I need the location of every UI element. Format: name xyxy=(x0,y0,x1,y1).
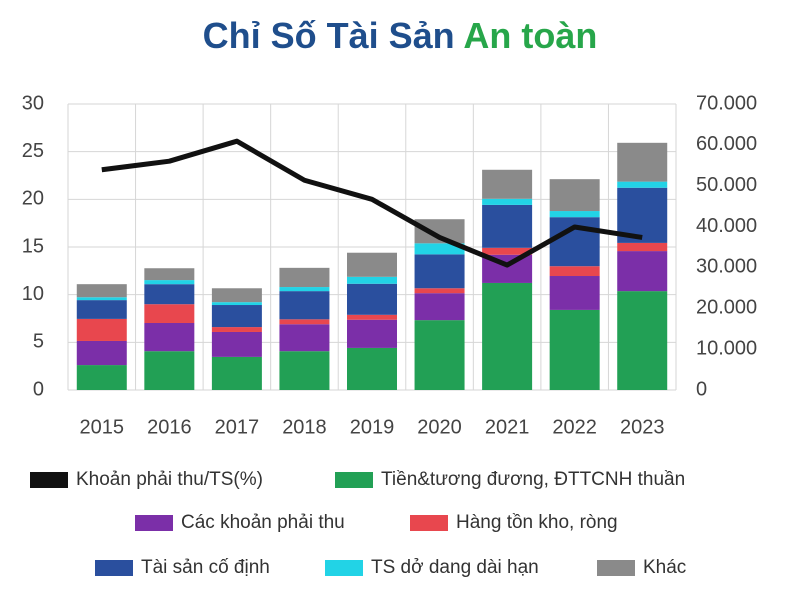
bar-segment xyxy=(279,287,330,292)
y-tick-label: 0 xyxy=(33,378,44,400)
bar-segment xyxy=(211,305,262,328)
x-tick-label: 2016 xyxy=(147,416,192,438)
legend-swatch xyxy=(135,515,173,531)
bar-segment xyxy=(482,247,533,255)
bar-segment xyxy=(211,327,262,332)
bar-segment xyxy=(347,276,397,284)
y2-tick-label: 60.000 xyxy=(696,133,757,155)
bar-segment xyxy=(76,318,127,341)
legend-swatch xyxy=(30,472,68,488)
bar-segment xyxy=(414,243,465,255)
y-tick-label: 15 xyxy=(22,235,44,257)
bar-segment xyxy=(144,280,195,285)
bar-segment xyxy=(347,252,397,277)
bar-segment xyxy=(549,309,600,390)
bar-segment xyxy=(347,283,397,315)
bar-segment xyxy=(549,276,600,310)
x-tick-label: 2022 xyxy=(552,416,597,438)
x-tick-label: 2018 xyxy=(282,416,327,438)
title-main: Chỉ Số Tài Sản xyxy=(203,15,455,56)
x-tick-label: 2019 xyxy=(350,416,395,438)
y-tick-label: 30 xyxy=(22,92,44,114)
bar-segment xyxy=(617,291,668,390)
bar-segment xyxy=(211,331,262,357)
bar-segment xyxy=(549,266,600,277)
bar-segment xyxy=(414,293,465,321)
bar-segment xyxy=(144,284,195,305)
x-tick-label: 2023 xyxy=(620,416,665,438)
y2-tick-label: 20.000 xyxy=(696,297,757,319)
bar-segment xyxy=(144,268,195,281)
bar-segment xyxy=(549,211,600,218)
y2-tick-label: 10.000 xyxy=(696,337,757,359)
bar-segment xyxy=(347,319,397,348)
bar-segment xyxy=(617,242,668,252)
bar-segment xyxy=(76,340,127,366)
legend-swatch xyxy=(95,560,133,576)
bar-segment xyxy=(76,297,127,301)
line-series xyxy=(101,138,643,268)
bar-segment xyxy=(279,291,330,320)
bar-segment xyxy=(76,365,127,390)
y2-tick-label: 0 xyxy=(696,378,707,400)
legend-label: TS dở dang dài hạn xyxy=(371,557,539,578)
title-accent: An toàn xyxy=(463,15,597,56)
x-tick-label: 2021 xyxy=(485,416,530,438)
legend-label: Khác xyxy=(643,557,686,578)
bar-segment xyxy=(482,282,533,390)
y2-tick-label: 30.000 xyxy=(696,256,757,278)
bar-segment xyxy=(279,267,330,288)
bar-segment xyxy=(279,319,330,325)
bar-segment xyxy=(549,179,600,212)
bar-segment xyxy=(279,351,330,390)
legend-swatch xyxy=(325,560,363,576)
y2-tick-label: 50.000 xyxy=(696,174,757,196)
bar-segment xyxy=(347,314,397,320)
y-tick-label: 20 xyxy=(22,188,44,210)
bar-segment xyxy=(414,320,465,390)
bar-segment xyxy=(482,204,533,248)
y2-tick-label: 40.000 xyxy=(696,215,757,237)
bar-segment xyxy=(76,300,127,319)
y2-tick-label: 70.000 xyxy=(696,92,757,114)
legend-label: Các khoản phải thu xyxy=(181,512,345,533)
y-tick-label: 25 xyxy=(22,140,44,162)
bar-segment xyxy=(211,302,262,306)
bar-segment xyxy=(414,254,465,289)
bar-segment xyxy=(211,356,262,390)
y-tick-label: 5 xyxy=(33,331,44,353)
bar-segment xyxy=(347,347,397,390)
x-tick-label: 2015 xyxy=(80,416,125,438)
legend-swatch xyxy=(335,472,373,488)
legend-label: Tài sản cố định xyxy=(141,557,270,578)
legend-label: Khoản phải thu/TS(%) xyxy=(76,469,263,490)
legend-label: Tiền&tương đương, ĐTTCNH thuần xyxy=(381,469,685,490)
bar-segment xyxy=(617,142,668,182)
bar-segment xyxy=(617,181,668,188)
legend-swatch xyxy=(597,560,635,576)
chart-title: Chỉ Số Tài Sản An toàn xyxy=(203,15,598,56)
bar-segment xyxy=(144,304,195,323)
bar-segment xyxy=(211,288,262,303)
legend-label: Hàng tồn kho, ròng xyxy=(456,512,618,533)
bar-segment xyxy=(144,322,195,352)
x-tick-label: 2017 xyxy=(215,416,260,438)
bar-segment xyxy=(482,169,533,199)
y-tick-label: 10 xyxy=(22,283,44,305)
bar-segment xyxy=(617,251,668,292)
bar-segment xyxy=(144,351,195,390)
legend-swatch xyxy=(410,515,448,531)
bar-segment xyxy=(414,288,465,294)
x-tick-label: 2020 xyxy=(417,416,462,438)
bar-segment xyxy=(279,324,330,352)
bar-segment xyxy=(482,198,533,205)
bar-segment xyxy=(76,284,127,298)
